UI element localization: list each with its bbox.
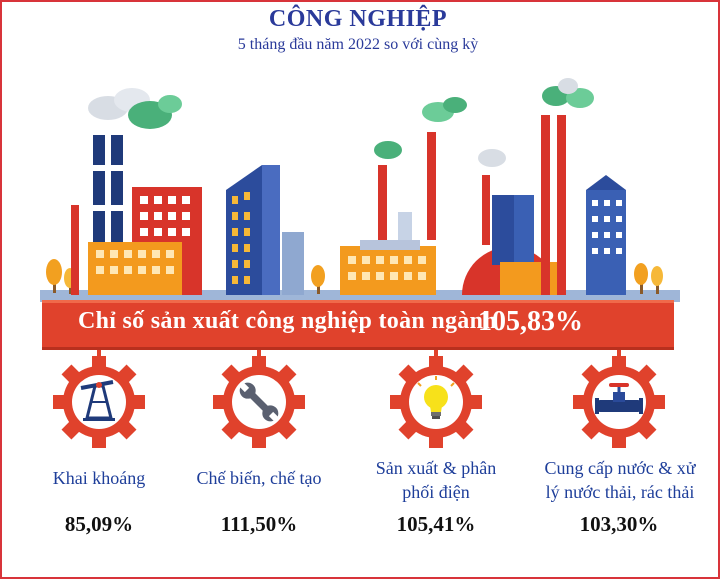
gear-khai-khoang <box>53 356 145 448</box>
sector-value-khai-khoang: 85,09% <box>64 512 134 536</box>
sector-label-line: Cung cấp nước & xử <box>544 458 696 478</box>
tree-icon <box>651 266 663 294</box>
gear-che-bien <box>213 356 305 448</box>
sector-label-khai-khoang: Khai khoáng <box>24 466 174 490</box>
sector-value-che-bien: 111,50% <box>220 512 298 536</box>
total-index-label: Chỉ số sản xuất công nghiệp toàn ngành <box>78 308 497 334</box>
water-valve-icon <box>595 383 643 414</box>
light-bulb-icon <box>417 376 455 419</box>
total-index-banner <box>42 300 674 350</box>
sector-value-san-xuat-dien: 105,41% <box>396 512 476 536</box>
smoke-cloud-icon <box>88 88 182 129</box>
gear-cung-cap-nuoc <box>573 356 665 448</box>
page-title: CÔNG NGHIỆP <box>268 6 448 32</box>
sector-value-cung-cap-nuoc: 103,30% <box>579 512 659 536</box>
page-subtitle: 5 tháng đầu năm 2022 so với cùng kỳ <box>237 36 479 53</box>
sector-label-che-bien: Chế biến, chế tạo <box>170 466 348 490</box>
tree-icon <box>634 263 648 294</box>
sector-label-cung-cap-nuoc: Cung cấp nước & xử lý nước thải, rác thả… <box>524 456 716 504</box>
sector-label-san-xuat-dien: Sản xuất & phân phối điện <box>360 456 512 504</box>
industrial-city-illustration <box>40 78 680 302</box>
tree-icon <box>311 265 325 294</box>
sector-label-line: lý nước thải, rác thải <box>545 482 695 502</box>
sector-label-line: Chế biến, chế tạo <box>196 468 322 488</box>
wrench-icon <box>239 382 279 422</box>
total-index-value: 105,83% <box>478 306 583 337</box>
smoke-cloud-icon <box>374 97 506 167</box>
sector-label-line: phối điện <box>402 482 470 502</box>
smoke-cloud-icon <box>542 78 594 108</box>
oil-pump-icon <box>80 380 115 421</box>
sector-label-line: Sản xuất & phân <box>375 458 497 478</box>
tree-icon <box>46 259 62 293</box>
gear-san-xuat-dien <box>390 356 482 448</box>
sector-label-line: Khai khoáng <box>52 468 146 488</box>
